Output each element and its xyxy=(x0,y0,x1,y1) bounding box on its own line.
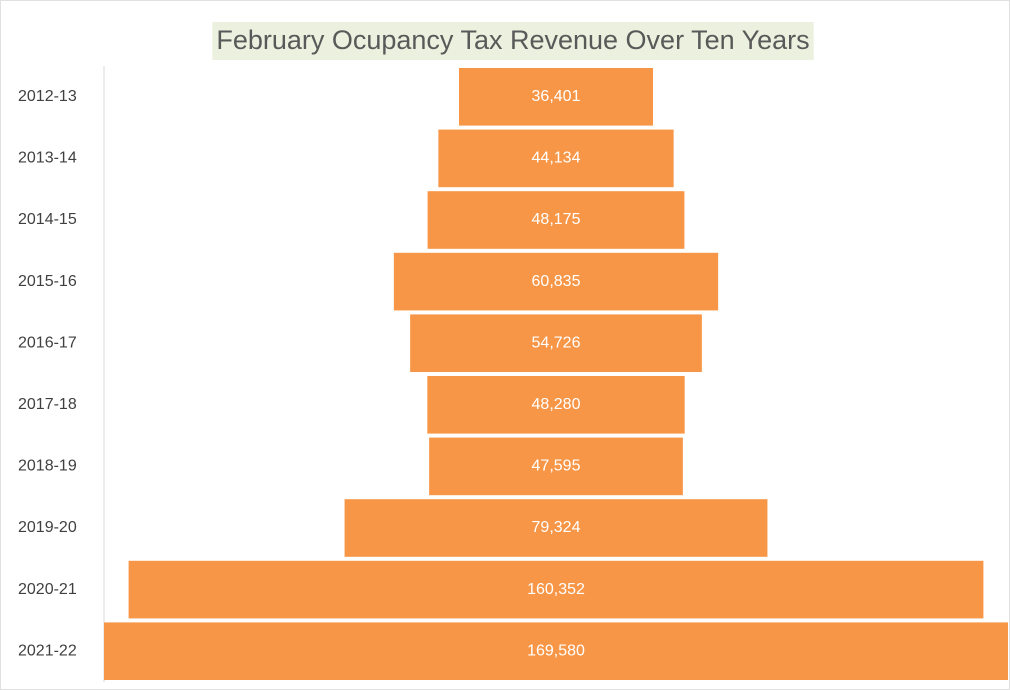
data-label: 47,595 xyxy=(532,458,581,475)
funnel-bar xyxy=(344,499,768,557)
category-label: 2015-16 xyxy=(18,273,77,290)
category-label: 2017-18 xyxy=(18,396,77,413)
category-label: 2014-15 xyxy=(18,211,77,228)
data-label: 54,726 xyxy=(532,334,581,351)
data-label: 79,324 xyxy=(532,519,581,536)
funnel-bar xyxy=(104,622,1008,680)
category-label: 2021-22 xyxy=(18,642,77,659)
funnel-bar xyxy=(429,437,683,496)
funnel-bar xyxy=(427,191,685,249)
data-label: 44,134 xyxy=(532,150,581,167)
data-label: 48,175 xyxy=(532,211,581,228)
category-label: 2018-19 xyxy=(18,458,77,475)
category-label: 2016-17 xyxy=(18,334,77,351)
data-label: 48,280 xyxy=(532,396,581,413)
category-label: 2012-13 xyxy=(18,88,77,105)
category-label: 2013-14 xyxy=(18,150,77,167)
data-label: 36,401 xyxy=(532,88,581,105)
data-label: 60,835 xyxy=(532,273,581,290)
category-label: 2020-21 xyxy=(18,581,77,598)
funnel-bar xyxy=(393,252,719,311)
category-label: 2019-20 xyxy=(18,519,77,536)
title-background xyxy=(212,22,814,60)
funnel-bar xyxy=(438,129,674,188)
data-label: 169,580 xyxy=(527,642,585,659)
funnel-bar xyxy=(128,560,984,619)
funnel-bar xyxy=(427,376,685,434)
chart-title: February Ocupancy Tax Revenue Over Ten Y… xyxy=(216,25,809,55)
funnel-bar xyxy=(410,314,702,372)
funnel-bar xyxy=(458,68,654,126)
data-label: 160,352 xyxy=(527,581,585,598)
